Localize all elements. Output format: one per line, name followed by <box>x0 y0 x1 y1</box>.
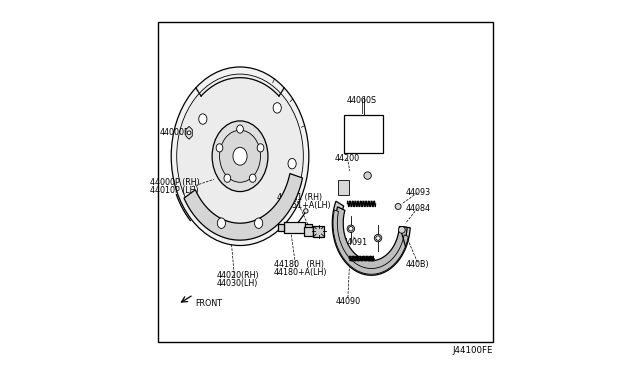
Text: 44000B: 44000B <box>159 128 190 137</box>
Bar <box>344 115 383 153</box>
Text: 44000P (RH): 44000P (RH) <box>150 178 200 187</box>
Text: 440B): 440B) <box>406 260 429 269</box>
Circle shape <box>349 227 353 231</box>
Ellipse shape <box>224 174 230 182</box>
Bar <box>304 227 314 236</box>
Bar <box>278 224 284 231</box>
Text: 44084: 44084 <box>406 204 431 213</box>
Polygon shape <box>333 210 408 274</box>
Text: 44010P (LH): 44010P (LH) <box>150 186 198 195</box>
Ellipse shape <box>212 121 268 192</box>
Text: 44090: 44090 <box>336 297 361 306</box>
Bar <box>314 226 324 237</box>
Circle shape <box>376 236 380 240</box>
Text: 44060S: 44060S <box>347 96 377 105</box>
Text: 44180+A(LH): 44180+A(LH) <box>273 268 327 277</box>
Polygon shape <box>332 201 410 275</box>
Text: 44030(LH): 44030(LH) <box>216 279 258 288</box>
Text: J44100FE: J44100FE <box>452 346 493 355</box>
Circle shape <box>399 227 405 233</box>
Circle shape <box>395 203 401 209</box>
Circle shape <box>187 131 191 135</box>
Ellipse shape <box>199 114 207 124</box>
Polygon shape <box>186 126 192 139</box>
Text: 44051 (RH): 44051 (RH) <box>277 193 323 202</box>
Text: 44020(RH): 44020(RH) <box>216 271 259 280</box>
Ellipse shape <box>288 158 296 169</box>
Bar <box>158 22 493 342</box>
Ellipse shape <box>218 218 225 228</box>
Ellipse shape <box>233 147 247 165</box>
Ellipse shape <box>237 125 243 133</box>
Ellipse shape <box>255 218 262 228</box>
Ellipse shape <box>216 144 223 152</box>
Circle shape <box>303 209 308 213</box>
Text: 44180   (RH): 44180 (RH) <box>273 260 323 269</box>
Ellipse shape <box>250 174 256 182</box>
Circle shape <box>374 234 381 242</box>
Ellipse shape <box>257 144 264 152</box>
Circle shape <box>347 225 355 232</box>
Text: 44093: 44093 <box>406 188 431 197</box>
Circle shape <box>364 172 371 179</box>
Polygon shape <box>184 174 303 240</box>
Text: 44051+A(LH): 44051+A(LH) <box>277 201 331 210</box>
Text: 44200: 44200 <box>334 154 359 163</box>
Bar <box>284 222 305 233</box>
Ellipse shape <box>172 67 309 246</box>
Bar <box>338 180 349 195</box>
Text: 44091: 44091 <box>342 238 367 247</box>
Bar <box>305 224 312 231</box>
Ellipse shape <box>220 130 260 182</box>
Ellipse shape <box>273 103 282 113</box>
Text: FRONT: FRONT <box>195 299 222 308</box>
Polygon shape <box>335 207 407 271</box>
Ellipse shape <box>177 74 303 238</box>
